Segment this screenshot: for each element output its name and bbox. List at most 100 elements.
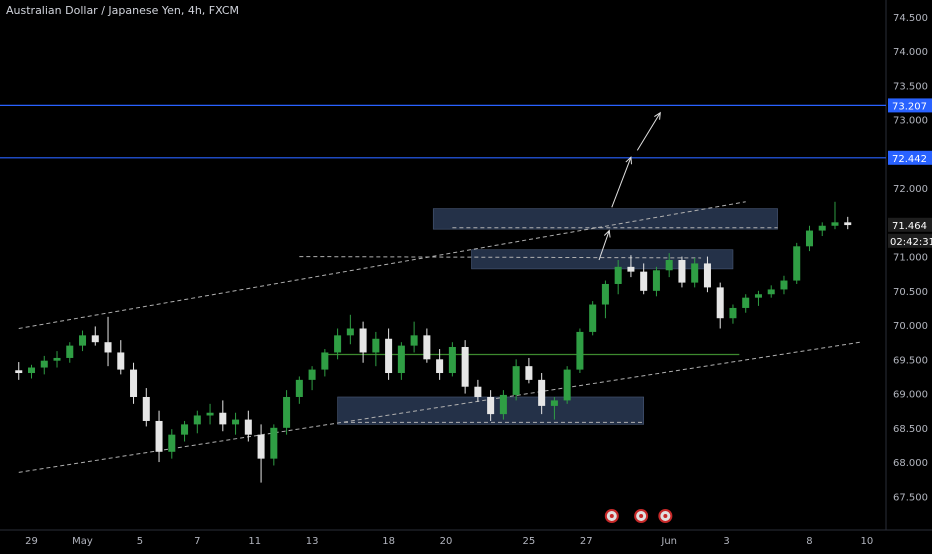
candle-body [525,366,533,380]
event-dot-icon [663,514,668,518]
x-tick-label: 29 [25,536,38,547]
candle-body [627,266,635,272]
candle-body [563,369,571,401]
candle-body [436,359,444,374]
chart-title: Australian Dollar / Japanese Yen, 4h, FX… [6,4,239,17]
projection-arrow-line[interactable] [598,230,610,261]
candle-body [589,304,597,332]
candle-body [79,335,87,346]
candle-body [66,345,74,358]
y-tick-label: 73.000 [893,116,928,127]
y-tick-label: 67.500 [893,492,928,503]
candle-body [410,335,418,346]
projection-arrow-line[interactable] [611,157,632,208]
candle-body [168,434,176,452]
candle-body [448,346,456,374]
last-price-label: 71.464 [892,221,927,232]
candle-body [678,260,686,283]
x-tick-label: 13 [306,536,319,547]
candle-body [703,263,711,288]
candle-body [831,222,839,226]
candle-body [729,307,737,319]
candle-body [461,346,469,387]
candle-body [780,280,788,290]
candle-body [117,352,125,370]
arrow-head-icon [654,111,661,120]
candle-body [28,367,36,374]
candle-body [193,415,201,425]
arrow-head-icon [625,156,633,165]
event-dot-icon [639,514,644,518]
x-tick-label: 8 [806,536,812,547]
candle-body [321,352,329,370]
y-tick-label: 68.500 [893,424,928,435]
dashed-trend-line[interactable] [299,256,702,259]
candle-body [716,287,724,319]
level-price-label: 73.207 [892,101,927,112]
candle-body [767,289,775,295]
candle-body [805,230,813,247]
projection-arrow-line[interactable] [636,112,661,151]
candle-body [308,369,316,380]
candle-body [550,400,558,406]
y-tick-label: 68.000 [893,458,928,469]
level-price-label-bg [888,98,932,113]
candle-body [40,360,48,368]
candle-body [614,266,622,284]
countdown-bg [888,233,932,248]
candle-body [104,342,112,353]
x-tick-label: 27 [580,536,593,547]
candle-body [742,297,750,308]
candle-body [652,270,660,291]
candle-body [512,366,520,395]
level-price-label: 72.442 [892,154,927,165]
candle-body [295,379,303,397]
x-tick-label: 18 [382,536,395,547]
candle-body [793,246,801,281]
x-tick-label: 25 [523,536,536,547]
x-tick-label: 7 [194,536,200,547]
candle-body [691,263,699,283]
candle-body [844,222,852,226]
arrow-head-icon [603,229,611,238]
candle-body [397,345,405,374]
event-dot-icon [609,514,614,518]
y-tick-label: 74.500 [893,13,928,24]
x-tick-label: 3 [723,536,729,547]
level-price-label-bg [888,150,932,165]
candle-body [142,396,150,421]
candle-body [155,420,163,452]
x-tick-label: 5 [137,536,143,547]
candle-body [244,419,252,435]
y-tick-label: 72.000 [893,184,928,195]
candle-body [359,328,367,353]
candle-body [334,335,342,353]
candle-body [538,379,546,406]
candle-body [53,357,61,361]
candle-body [232,419,240,425]
y-tick-label: 69.500 [893,355,928,366]
x-tick-label: 11 [248,536,261,547]
candle-body [818,225,826,231]
x-tick-label: Jun [660,536,677,547]
y-tick-label: 74.000 [893,47,928,58]
candle-body [474,386,482,397]
candle-body [423,335,431,360]
y-tick-label: 71.000 [893,253,928,264]
candle-body [640,271,648,291]
dashed-trend-line[interactable] [18,201,746,329]
supply-demand-zone[interactable] [432,208,778,230]
candle-body [15,370,23,374]
candle-body [91,335,99,343]
candle-body [257,434,265,459]
x-tick-label: 10 [861,536,874,547]
x-tick-label: May [72,536,93,547]
candle-body [601,283,609,305]
candle-body [576,331,584,370]
candle-body [487,396,495,415]
x-tick-label: 20 [440,536,453,547]
candle-body [372,338,380,353]
